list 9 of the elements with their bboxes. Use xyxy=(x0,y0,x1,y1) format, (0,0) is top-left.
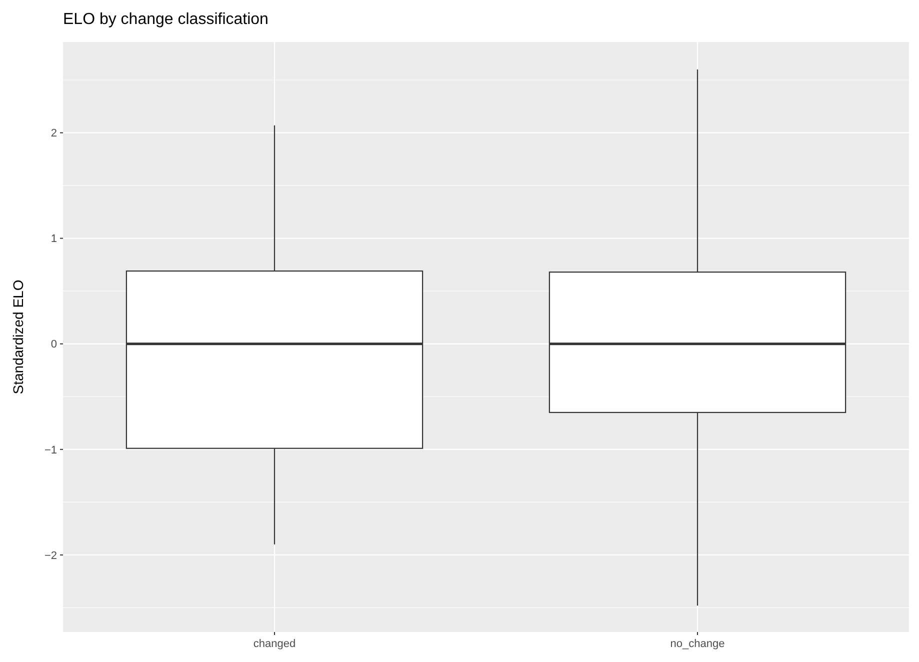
y-tick-label: 0 xyxy=(50,338,57,351)
y-tick-label: 1 xyxy=(50,233,57,246)
x-tick-label: changed xyxy=(253,638,296,650)
y-tick-label: −1 xyxy=(44,444,57,456)
y-tick-label: −2 xyxy=(44,550,57,562)
x-tick-label: no_change xyxy=(670,638,725,650)
y-axis-title: Standardized ELO xyxy=(10,280,26,394)
y-tick-label: 2 xyxy=(50,128,57,140)
chart-title: ELO by change classification xyxy=(63,11,268,28)
